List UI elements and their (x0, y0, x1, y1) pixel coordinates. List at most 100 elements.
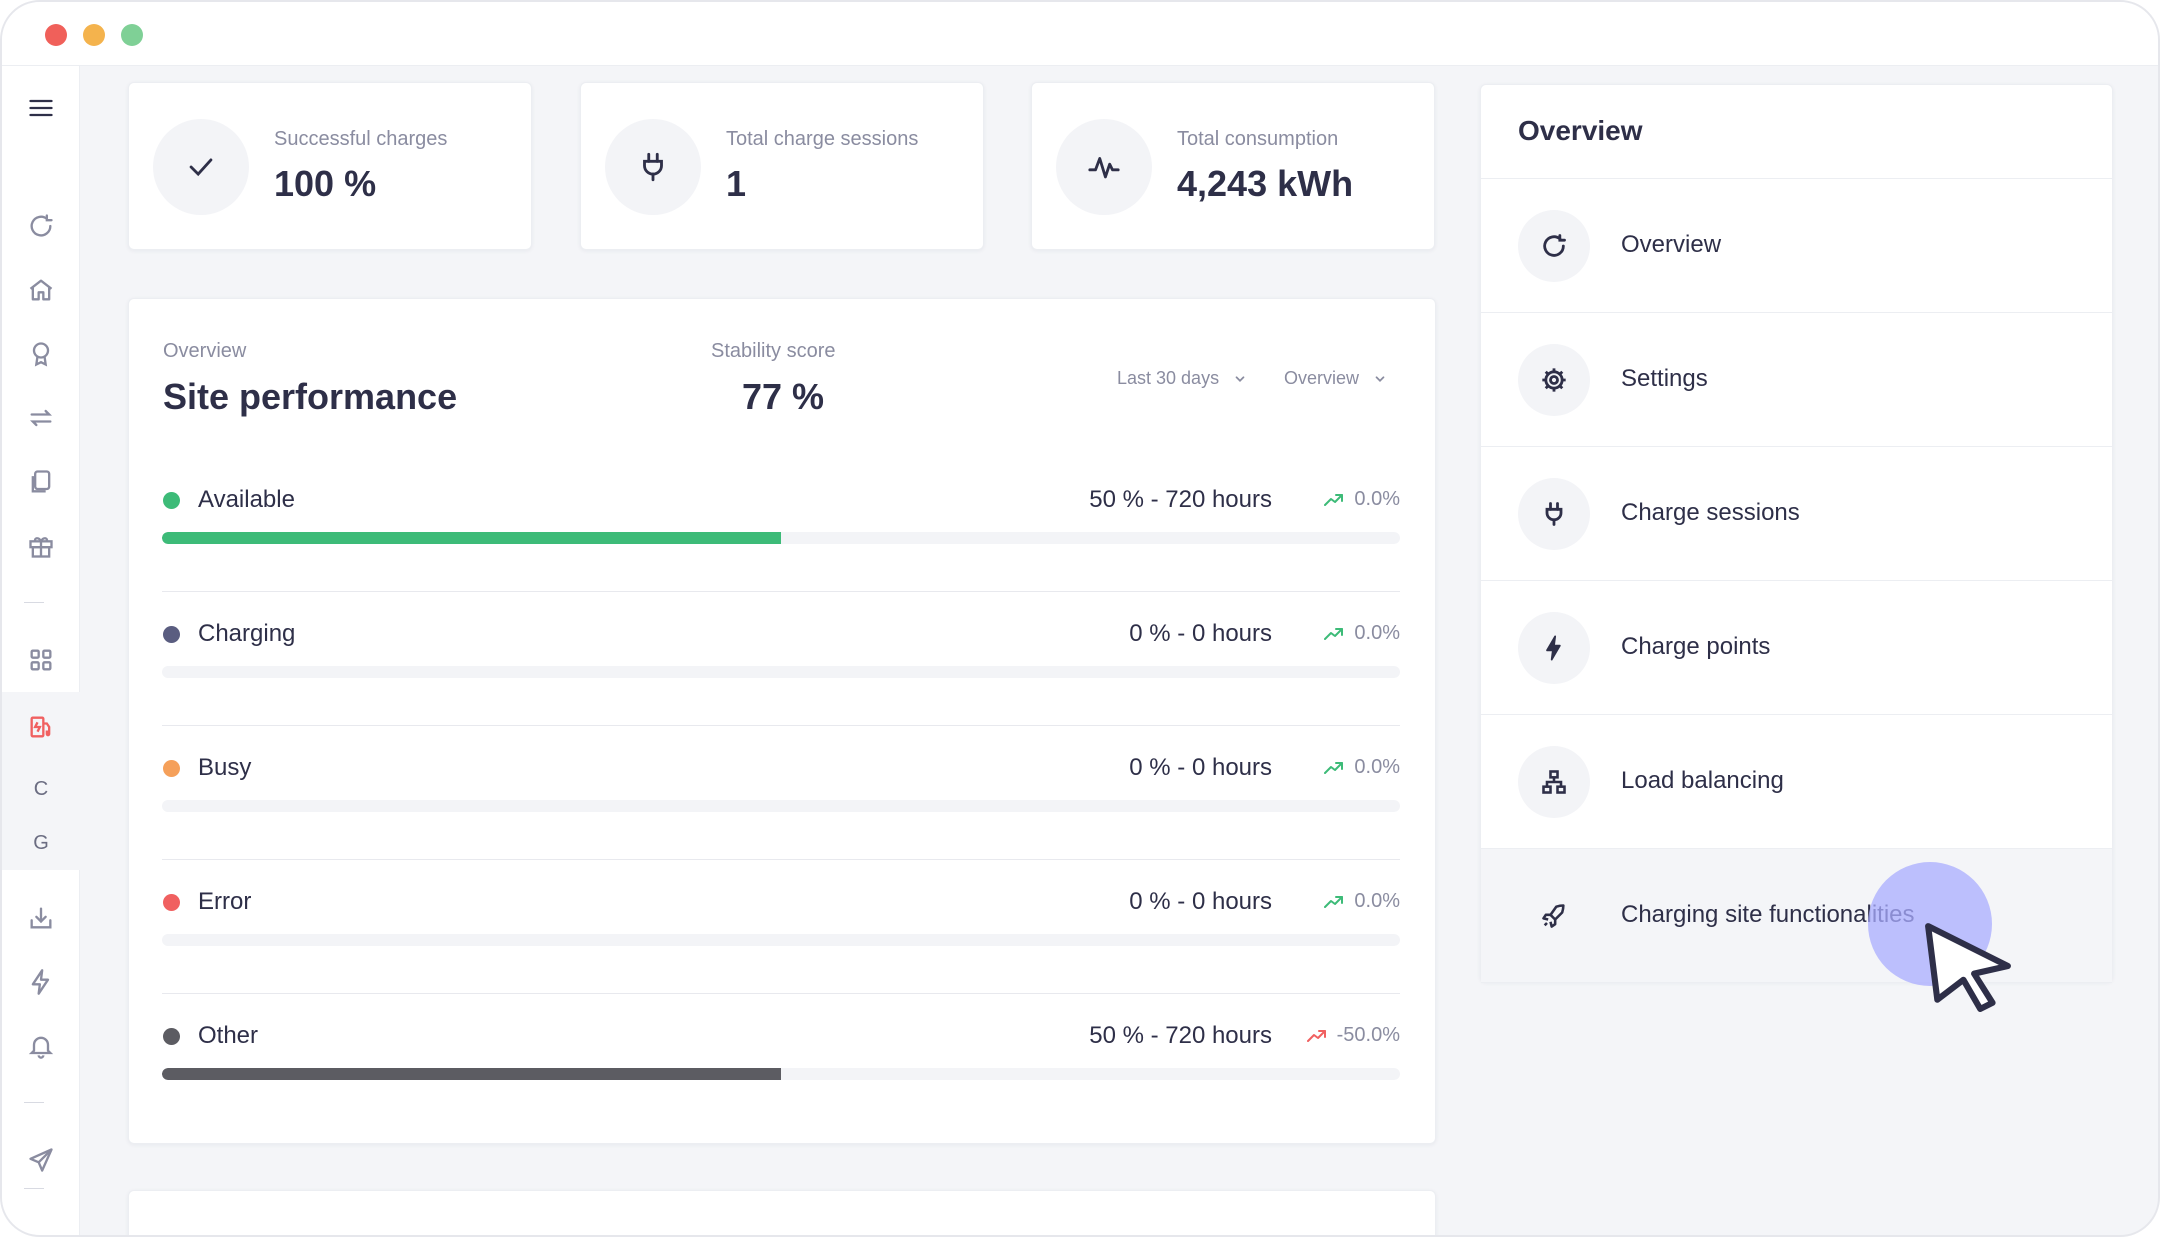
period-dropdown[interactable]: Last 30 days (1117, 368, 1247, 389)
status-row-busy: Busy 0 % - 0 hours 0.0% (162, 736, 1400, 870)
trend-value: 0.0% (1354, 890, 1400, 912)
sidebar-divider (24, 1102, 44, 1103)
stat-value: 1 (726, 163, 747, 204)
award-icon[interactable] (2, 326, 80, 382)
trend-up-icon (1324, 895, 1344, 908)
download-icon[interactable] (2, 890, 80, 946)
stat-card-total-consumption: Total consumption 4,243 kWh (1031, 82, 1435, 250)
status-value: 50 % - 720 hours (1089, 1022, 1272, 1049)
status-name: Available (198, 486, 295, 513)
stat-value: 100 % (274, 163, 377, 204)
trend-up-icon (1324, 627, 1344, 640)
site-performance-card (128, 298, 1436, 1144)
status-trend: 0.0% (1324, 756, 1400, 779)
plug-icon (605, 119, 701, 215)
status-row-error: Error 0 % - 0 hours 0.0% (162, 870, 1400, 1004)
period-dropdown-label: Last 30 days (1117, 368, 1220, 388)
progress-track (162, 666, 1400, 678)
status-dot (163, 894, 180, 911)
bolt-icon (1518, 612, 1590, 684)
status-row-other: Other 50 % - 720 hours -50.0% (162, 1004, 1400, 1138)
status-value: 50 % - 720 hours (1089, 486, 1272, 513)
transfer-icon[interactable] (2, 390, 80, 446)
gear-icon (1518, 344, 1590, 416)
gift-icon[interactable] (2, 518, 80, 574)
row-divider (162, 725, 1400, 726)
stability-score-value: 77 % (742, 376, 825, 417)
menu-item-charge-sessions[interactable]: Charge sessions (1481, 447, 2112, 581)
performance-caption: Overview (163, 340, 247, 362)
grid-icon[interactable] (2, 632, 80, 688)
menu-item-settings[interactable]: Settings (1481, 313, 2112, 447)
progress-track (162, 800, 1400, 812)
trend-value: 0.0% (1354, 488, 1400, 510)
rocket-icon (1518, 880, 1590, 952)
maximize-window-button[interactable] (121, 24, 143, 46)
sidebar-letter-c: C (33, 777, 49, 800)
trend-up-icon (1306, 1029, 1326, 1042)
menu-item-charge-points[interactable]: Charge points (1481, 581, 2112, 715)
home-icon[interactable] (2, 262, 80, 318)
menu-icon[interactable] (2, 80, 80, 136)
overview-panel-header: Overview (1481, 85, 2112, 179)
stat-label: Total consumption (1177, 128, 1339, 150)
bolt-icon[interactable] (2, 954, 80, 1010)
stat-label: Successful charges (274, 128, 448, 150)
trend-value: 0.0% (1354, 622, 1400, 644)
status-name: Error (198, 888, 252, 915)
status-trend: -50.0% (1306, 1024, 1400, 1047)
trend-value: -50.0% (1336, 1024, 1400, 1046)
title-bar (2, 2, 2158, 66)
view-dropdown-label: Overview (1284, 368, 1360, 388)
bell-icon[interactable] (2, 1018, 80, 1074)
status-name: Charging (198, 620, 296, 647)
stat-card-successful-charges: Successful charges 100 % (128, 82, 532, 250)
status-value: 0 % - 0 hours (1129, 754, 1272, 781)
check-icon (153, 119, 249, 215)
documents-icon[interactable] (2, 454, 80, 510)
progress-track (162, 1068, 1400, 1080)
menu-item-label: Charge sessions (1621, 499, 1800, 526)
charging-station-icon[interactable] (2, 692, 80, 762)
status-trend: 0.0% (1324, 622, 1400, 645)
sidebar-item-c[interactable]: C (2, 762, 80, 816)
sidebar-item-g[interactable]: G (2, 816, 80, 870)
sidebar-divider (24, 602, 44, 603)
chevron-down-icon (1375, 375, 1385, 382)
stability-score-caption: Stability score (711, 340, 836, 362)
status-name: Busy (198, 754, 252, 781)
refresh-icon[interactable] (2, 198, 80, 254)
trend-up-icon (1324, 493, 1344, 506)
sidebar-letter-g: G (33, 831, 49, 854)
menu-item-label: Load balancing (1621, 767, 1784, 794)
menu-item-label: Overview (1621, 231, 1722, 258)
menu-item-label: Settings (1621, 365, 1708, 392)
minimize-window-button[interactable] (83, 24, 105, 46)
status-row-available: Available 50 % - 720 hours 0.0% (162, 468, 1400, 602)
status-dot (163, 626, 180, 643)
stat-card-total-charge-sessions: Total charge sessions 1 (580, 82, 984, 250)
secondary-card (128, 1190, 1436, 1235)
menu-item-label: Charge points (1621, 633, 1771, 660)
refresh-icon (1518, 210, 1590, 282)
progress-track (162, 532, 1400, 544)
overview-panel: Overview Overview Settings Charge sessio… (1480, 84, 2113, 983)
send-icon[interactable] (2, 1132, 80, 1188)
progress-fill (162, 532, 781, 544)
close-window-button[interactable] (45, 24, 67, 46)
network-icon (1518, 746, 1590, 818)
chevron-down-icon (1235, 375, 1245, 382)
menu-item-overview[interactable]: Overview (1481, 179, 2112, 313)
menu-item-charging-site-functionalities[interactable]: Charging site functionalities (1481, 849, 2112, 983)
status-trend: 0.0% (1324, 488, 1400, 511)
overview-panel-title: Overview (1518, 115, 1643, 146)
trend-up-icon (1324, 761, 1344, 774)
view-dropdown[interactable]: Overview (1284, 368, 1387, 389)
menu-item-load-balancing[interactable]: Load balancing (1481, 715, 2112, 849)
progress-fill (162, 1068, 781, 1080)
status-value: 0 % - 0 hours (1129, 888, 1272, 915)
stat-value: 4,243 kWh (1177, 163, 1354, 204)
trend-value: 0.0% (1354, 756, 1400, 778)
status-dot (163, 492, 180, 509)
